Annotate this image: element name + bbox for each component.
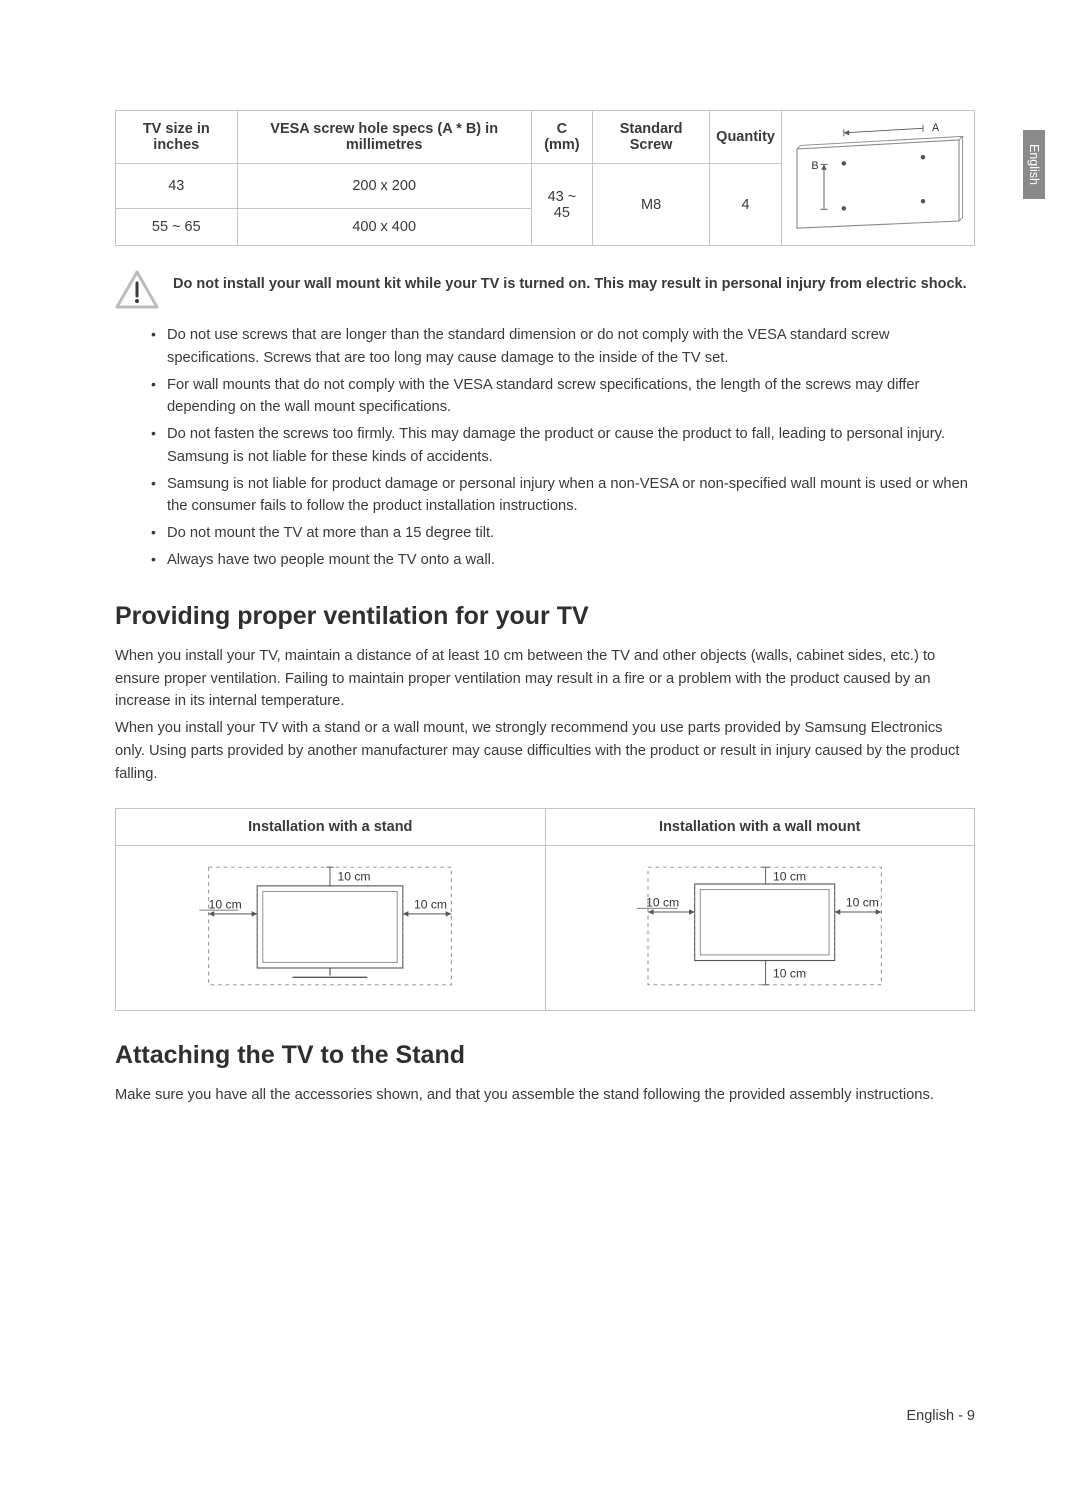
vesa-diagram-cell: A B [781, 111, 974, 246]
th-screw: Standard Screw [593, 111, 710, 164]
warning-block: Do not install your wall mount kit while… [115, 270, 975, 310]
vesa-diagram: A B [788, 121, 968, 231]
th-vesa: VESA screw hole specs (A * B) in millime… [237, 111, 531, 164]
bullet-item: Do not mount the TV at more than a 15 de… [151, 522, 975, 545]
bullet-item: Do not fasten the screws too firmly. Thi… [151, 423, 975, 469]
ventilation-p1: When you install your TV, maintain a dis… [115, 645, 975, 713]
cell-size-43: 43 [116, 164, 238, 209]
stand-paragraph: Make sure you have all the accessories s… [115, 1084, 975, 1107]
cell-vesa-200: 200 x 200 [237, 164, 531, 209]
th-tv-size: TV size in inches [116, 111, 238, 164]
th-install-stand: Installation with a stand [116, 808, 546, 845]
svg-text:10 cm: 10 cm [773, 869, 806, 883]
ventilation-heading: Providing proper ventilation for your TV [115, 602, 975, 631]
warning-text: Do not install your wall mount kit while… [173, 270, 967, 295]
page-content: TV size in inches VESA screw hole specs … [0, 0, 1080, 1106]
svg-text:10 cm: 10 cm [846, 895, 879, 909]
cell-vesa-400: 400 x 400 [237, 209, 531, 246]
warning-icon [115, 270, 159, 310]
stand-install-diagram: 10 cm 10 cm 10 cm [170, 856, 490, 996]
page-footer: English - 9 [906, 1408, 975, 1424]
bullet-item: For wall mounts that do not comply with … [151, 374, 975, 420]
vesa-spec-table: TV size in inches VESA screw hole specs … [115, 110, 975, 246]
bullet-item: Samsung is not liable for product damage… [151, 473, 975, 519]
wall-install-diagram: 10 cm 10 cm 10 cm 10 cm [600, 856, 920, 996]
bullet-item: Always have two people mount the TV onto… [151, 549, 975, 572]
cell-screw: M8 [593, 164, 710, 246]
wall-diagram-cell: 10 cm 10 cm 10 cm 10 cm [545, 845, 975, 1010]
cell-qty: 4 [710, 164, 782, 246]
svg-text:10 cm: 10 cm [646, 895, 679, 909]
svg-text:10 cm: 10 cm [773, 966, 806, 980]
installation-table: Installation with a stand Installation w… [115, 808, 975, 1011]
ventilation-p2: When you install your TV with a stand or… [115, 717, 975, 785]
th-c: C (mm) [531, 111, 592, 164]
cell-c: 43 ~ 45 [531, 164, 592, 246]
stand-diagram-cell: 10 cm 10 cm 10 cm [116, 845, 546, 1010]
th-qty: Quantity [710, 111, 782, 164]
bullet-item: Do not use screws that are longer than t… [151, 324, 975, 370]
diagram-label-a: A [932, 122, 940, 134]
th-install-wall: Installation with a wall mount [545, 808, 975, 845]
svg-text:10 cm: 10 cm [338, 869, 371, 883]
caution-bullet-list: Do not use screws that are longer than t… [151, 324, 975, 572]
cell-size-55-65: 55 ~ 65 [116, 209, 238, 246]
stand-heading: Attaching the TV to the Stand [115, 1041, 975, 1070]
svg-text:10 cm: 10 cm [209, 897, 242, 911]
diagram-label-b: B [811, 160, 818, 172]
svg-text:10 cm: 10 cm [414, 897, 447, 911]
language-tab: English [1023, 130, 1045, 199]
